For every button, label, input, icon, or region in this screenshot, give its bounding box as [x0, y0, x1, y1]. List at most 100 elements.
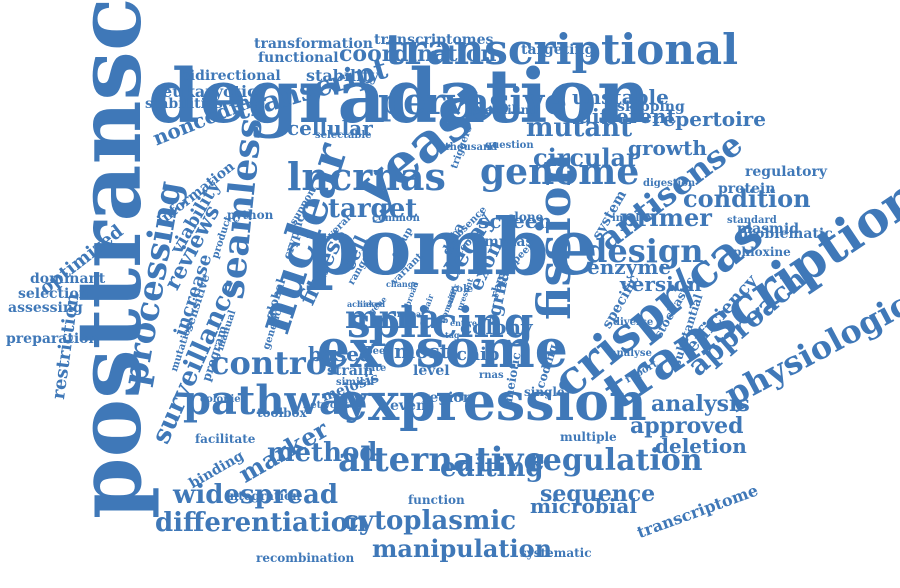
- cloud-word: bidirectional: [180, 68, 281, 85]
- cloud-word: tag: [445, 329, 460, 340]
- cloud-word: targeting: [521, 42, 595, 59]
- cloud-word: protein: [718, 181, 776, 198]
- cloud-word: rnas: [479, 370, 504, 382]
- cloud-word: pervasive: [378, 80, 568, 123]
- cloud-word: dominant: [30, 271, 106, 288]
- cloud-word: method: [267, 437, 378, 468]
- cloud-word: integration: [225, 488, 301, 503]
- cloud-word: linked: [357, 298, 386, 309]
- cloud-word: colony: [460, 315, 533, 340]
- cloud-word: eukaryotic: [162, 81, 257, 101]
- cloud-word: single: [524, 384, 565, 399]
- cloud-word: alternative: [338, 440, 545, 481]
- cloud-word: thousand: [445, 142, 498, 154]
- cloud-word: manipulation: [372, 534, 553, 564]
- cloud-word: strain: [327, 363, 374, 380]
- cloud-word: stability: [306, 65, 379, 85]
- cloud-word: recombination: [256, 550, 355, 565]
- cloud-word: level: [413, 363, 450, 380]
- cloud-word: genome: [480, 150, 640, 193]
- cloud-word: mrnas: [484, 234, 534, 251]
- cloud-word: version: [620, 272, 702, 297]
- cloud-word: mrna: [345, 298, 440, 337]
- cloud-word: speed: [360, 346, 393, 358]
- cloud-word: design: [585, 232, 704, 271]
- cloud-word: sequence: [540, 480, 656, 507]
- cloud-word: standard: [727, 215, 777, 227]
- cloud-word: colonies: [200, 394, 247, 406]
- cloud-word: diverse: [613, 317, 654, 329]
- cloud-word: transformation: [254, 36, 373, 53]
- cloud-word: approved: [630, 412, 744, 439]
- cloud-word: regulation: [527, 442, 703, 478]
- cloud-word: python: [227, 207, 274, 222]
- cloud-word: phloxine: [733, 244, 791, 259]
- cloud-word: transcriptomes: [374, 32, 494, 49]
- cloud-word: degradation: [148, 54, 651, 141]
- cloud-word: repertoire: [652, 107, 766, 132]
- cloud-word: preparation: [6, 331, 99, 348]
- cloud-word: condition: [683, 184, 811, 214]
- cloud-word: screen: [478, 209, 552, 234]
- cloud-word: multiple: [560, 429, 617, 444]
- cloud-word: selection: [18, 286, 89, 303]
- cloud-word: prevailing: [470, 102, 538, 117]
- cloud-word: change: [386, 278, 419, 289]
- cloud-word: similar: [336, 377, 376, 389]
- cloud-word: unstable: [572, 85, 669, 110]
- cloud-word: event: [390, 398, 433, 415]
- cloud-word: chip: [456, 343, 500, 365]
- cloud-word: regulatory: [745, 164, 827, 181]
- cloud-word: pathway: [183, 376, 369, 424]
- cloud-word: primer: [620, 203, 712, 233]
- cloud-word: selectable: [315, 130, 372, 142]
- cloud-word: microbial: [530, 494, 637, 519]
- cloud-word: toolbox: [257, 405, 307, 420]
- cloud-word: differentiation: [155, 507, 367, 538]
- cloud-word: most: [394, 339, 449, 364]
- cloud-word: exosome: [317, 319, 568, 381]
- cloud-word: editing: [440, 452, 544, 483]
- cloud-word: facilitate: [195, 431, 256, 446]
- cloud-word: analyse: [610, 348, 652, 360]
- cloud-word: question: [485, 140, 534, 152]
- cloud-word: expression: [335, 372, 647, 434]
- cloud-word: growth: [628, 136, 707, 161]
- cloud-word: function: [408, 492, 465, 507]
- cloud-word: control: [210, 344, 340, 383]
- cloud-word: digestion: [643, 178, 696, 190]
- cloud-word: stabilities: [145, 96, 223, 113]
- cloud-word: involve: [612, 213, 652, 225]
- cloud-word: mutant: [526, 112, 633, 143]
- cloud-word: coordination: [339, 40, 497, 67]
- cloud-word: circular: [533, 143, 639, 173]
- cloud-word: skipping: [617, 99, 685, 116]
- cloud-word: based: [308, 342, 373, 367]
- cloud-word: hub: [431, 314, 449, 325]
- cloud-word: late: [365, 363, 387, 375]
- cloud-word: assessing: [8, 300, 83, 317]
- cloud-word: target: [328, 193, 418, 224]
- cloud-word: achieve: [347, 298, 381, 309]
- cloud-word: enzyme: [587, 255, 672, 280]
- cloud-word: functional: [258, 50, 339, 67]
- cloud-word: network: [303, 400, 349, 412]
- cloud-word: analysis: [651, 390, 750, 417]
- cloud-word: clone: [507, 209, 544, 224]
- cloud-word: cellular: [287, 116, 373, 141]
- cloud-word: region: [422, 390, 473, 407]
- cloud-word: transcriptional: [385, 25, 739, 75]
- cloud-word: lncrnas: [287, 154, 446, 200]
- cloud-word: problematic: [738, 226, 833, 243]
- cloud-word: reveal: [397, 308, 425, 319]
- cloud-word: common: [372, 213, 420, 225]
- cloud-word: deletion: [655, 434, 747, 459]
- cloud-word: role: [451, 284, 474, 296]
- cloud-word: plasmid: [737, 221, 799, 238]
- cloud-word: systematic: [520, 545, 592, 560]
- cloud-word: pombe: [305, 202, 599, 294]
- cloud-word: splicing: [347, 298, 534, 348]
- cloud-word: widespread: [173, 479, 339, 510]
- cloud-word: entire: [450, 317, 477, 328]
